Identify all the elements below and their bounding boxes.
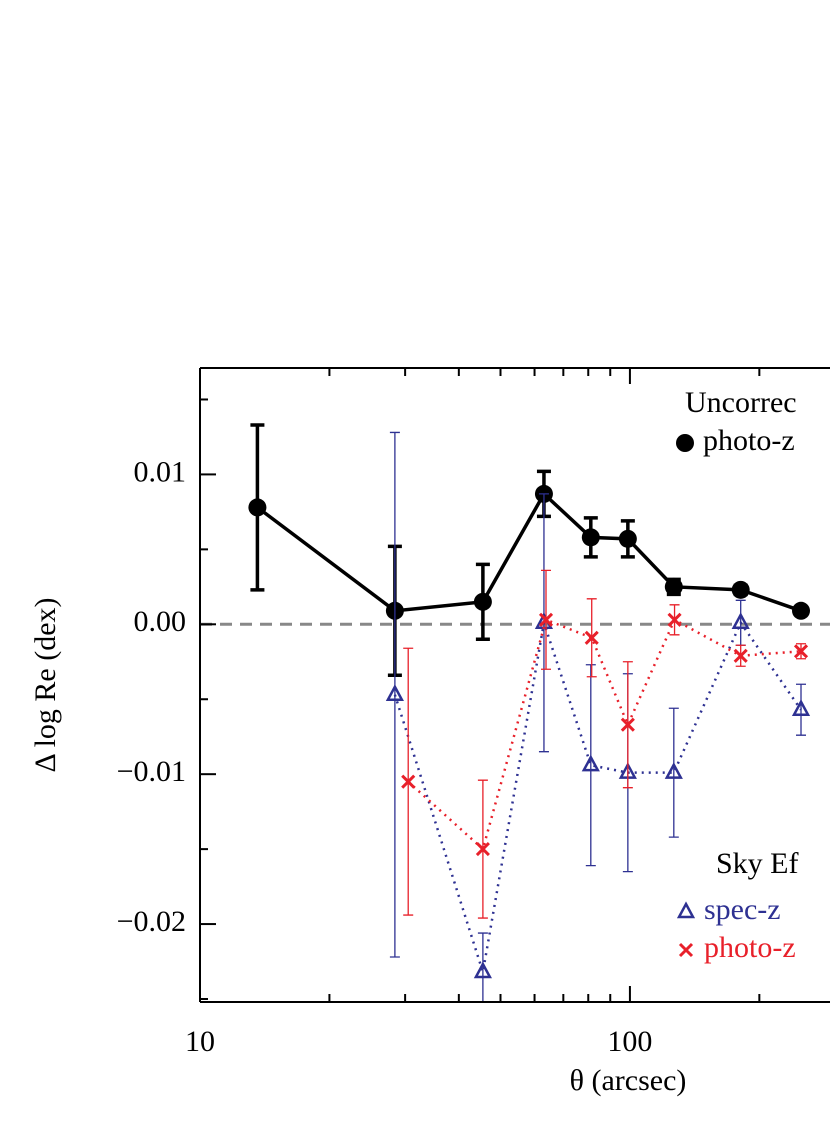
legend-marker xyxy=(676,901,696,919)
marker xyxy=(792,601,811,620)
legend-title: Sky Ef xyxy=(716,847,799,880)
y-tick-label: 0.01 xyxy=(134,455,187,488)
marker xyxy=(475,842,490,857)
legend-label: photo-z xyxy=(703,424,795,457)
marker xyxy=(731,580,750,599)
series-line xyxy=(407,618,802,852)
x-axis-label: θ (arcsec) xyxy=(570,1064,687,1097)
error-bar xyxy=(796,683,807,736)
legend-marker xyxy=(676,434,694,452)
series-line xyxy=(393,620,803,973)
plot-area xyxy=(200,423,830,1002)
marker xyxy=(473,592,492,611)
x-tick-label: 10 xyxy=(185,1025,215,1058)
error-bar xyxy=(389,431,400,958)
legend-marker xyxy=(678,942,694,958)
error-bar xyxy=(585,664,596,867)
legend-label: spec-z xyxy=(704,893,781,926)
marker xyxy=(791,699,811,716)
legend-label: photo-z xyxy=(704,931,796,964)
y-tick-label: −0.02 xyxy=(117,905,186,938)
y-tick-label: 0.00 xyxy=(134,605,187,638)
marker xyxy=(793,644,809,659)
marker xyxy=(733,648,748,663)
error-bar xyxy=(668,707,679,838)
marker xyxy=(620,717,635,732)
y-axis-label: Δ log Re (dex) xyxy=(29,597,62,772)
marker xyxy=(473,961,492,979)
marker xyxy=(584,630,599,645)
marker xyxy=(664,577,683,596)
legend-title: Uncorrec xyxy=(685,386,797,419)
marker xyxy=(248,498,267,517)
marker xyxy=(581,754,600,772)
marker xyxy=(538,612,554,627)
series-line xyxy=(256,491,802,613)
marker xyxy=(731,612,750,630)
x-tick-label: 100 xyxy=(607,1025,652,1058)
marker xyxy=(385,684,404,701)
marker xyxy=(401,774,416,789)
marker xyxy=(618,529,637,548)
error-bar xyxy=(477,932,488,1002)
marker xyxy=(667,612,682,627)
marker xyxy=(581,528,600,547)
y-tick-label: −0.01 xyxy=(117,755,186,788)
marker xyxy=(664,762,683,779)
